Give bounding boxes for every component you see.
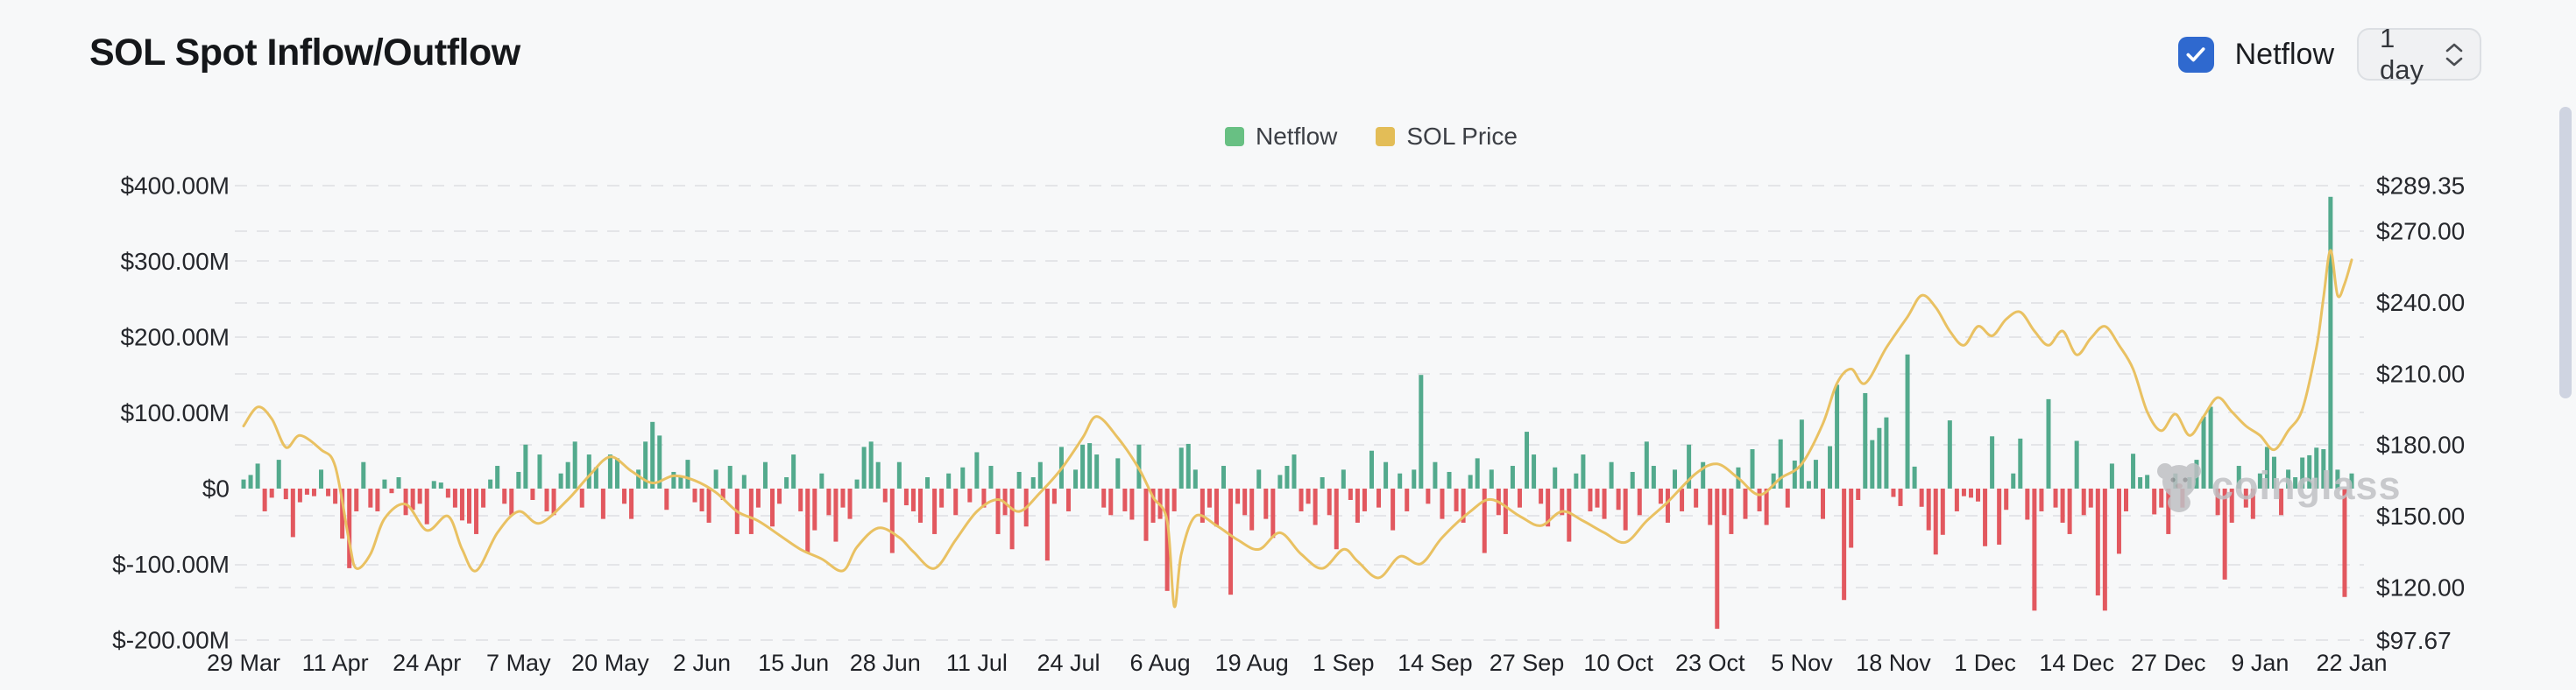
svg-text:27 Sep: 27 Sep bbox=[1490, 650, 1565, 676]
netflow-swatch-icon bbox=[1225, 127, 1244, 146]
netflow-toggle[interactable]: Netflow bbox=[2177, 36, 2334, 73]
interval-select[interactable]: 1 day bbox=[2357, 23, 2481, 85]
svg-text:23 Oct: 23 Oct bbox=[1675, 650, 1745, 676]
page-title: SOL Spot Inflow/Outflow bbox=[89, 32, 520, 74]
svg-text:22 Jan: 22 Jan bbox=[2316, 650, 2387, 676]
checkmark-icon bbox=[2186, 47, 2205, 62]
svg-text:$180.00: $180.00 bbox=[2376, 432, 2465, 459]
svg-text:9 Jan: 9 Jan bbox=[2231, 650, 2289, 676]
svg-text:$400.00M: $400.00M bbox=[120, 172, 230, 199]
gridlines bbox=[235, 185, 2364, 641]
svg-text:$97.67: $97.67 bbox=[2376, 627, 2452, 654]
svg-text:29 Mar: 29 Mar bbox=[207, 650, 280, 676]
chevron-updown-icon bbox=[2445, 42, 2464, 67]
svg-text:14 Sep: 14 Sep bbox=[1398, 650, 1473, 676]
right-axis-labels: $289.35 $270.00 $240.00 $210.00 $180.00 $150.… bbox=[2376, 172, 2465, 654]
svg-text:$100.00M: $100.00M bbox=[120, 399, 230, 426]
vertical-scrollbar[interactable] bbox=[2559, 107, 2572, 398]
svg-text:19 Aug: 19 Aug bbox=[1215, 650, 1289, 676]
header-controls: Netflow 1 day bbox=[2177, 23, 2481, 85]
left-axis-labels: $400.00M $300.00M $200.00M $100.00M $0 $-100.… bbox=[112, 172, 230, 653]
netflow-checkbox[interactable] bbox=[2177, 36, 2214, 73]
svg-text:$240.00: $240.00 bbox=[2376, 289, 2465, 316]
svg-text:6 Aug: 6 Aug bbox=[1130, 650, 1191, 676]
svg-text:27 Dec: 27 Dec bbox=[2131, 650, 2206, 676]
svg-text:$210.00: $210.00 bbox=[2376, 360, 2465, 387]
svg-text:11 Apr: 11 Apr bbox=[302, 650, 369, 676]
interval-select-value: 1 day bbox=[2380, 23, 2424, 85]
svg-text:$-100.00M: $-100.00M bbox=[112, 551, 230, 578]
legend-label-netflow: Netflow bbox=[1256, 123, 1338, 150]
x-axis-labels: 29 Mar 11 Apr 24 Apr 7 May 20 May 2 Jun 15 Jun… bbox=[207, 650, 2388, 676]
svg-text:15 Jun: 15 Jun bbox=[758, 650, 829, 676]
svg-text:7 May: 7 May bbox=[486, 650, 551, 676]
svg-text:1 Sep: 1 Sep bbox=[1313, 650, 1375, 676]
svg-text:$-200.00M: $-200.00M bbox=[112, 627, 230, 654]
netflow-checkbox-label: Netflow bbox=[2234, 37, 2334, 71]
legend-label-sol-price: SOL Price bbox=[1406, 123, 1518, 150]
svg-text:$289.35: $289.35 bbox=[2376, 172, 2465, 199]
sol-price-line bbox=[242, 249, 2353, 609]
svg-text:14 Dec: 14 Dec bbox=[2039, 650, 2114, 676]
svg-text:1 Dec: 1 Dec bbox=[1954, 650, 2016, 676]
legend-item-sol-price[interactable]: SOL Price bbox=[1376, 123, 1518, 151]
legend-item-netflow[interactable]: Netflow bbox=[1225, 123, 1337, 151]
svg-text:$120.00: $120.00 bbox=[2376, 574, 2465, 601]
sol-price-swatch-icon bbox=[1376, 127, 1396, 146]
svg-text:$0: $0 bbox=[202, 475, 230, 503]
svg-text:28 Jun: 28 Jun bbox=[850, 650, 921, 676]
svg-text:11 Jul: 11 Jul bbox=[946, 650, 1008, 676]
svg-text:24 Jul: 24 Jul bbox=[1037, 650, 1100, 676]
svg-text:$150.00: $150.00 bbox=[2376, 503, 2465, 530]
svg-text:20 May: 20 May bbox=[571, 650, 649, 676]
svg-text:5 Nov: 5 Nov bbox=[1771, 650, 1833, 676]
svg-text:$300.00M: $300.00M bbox=[120, 248, 230, 275]
svg-text:24 Apr: 24 Apr bbox=[393, 650, 461, 676]
svg-text:2 Jun: 2 Jun bbox=[673, 650, 731, 676]
chart-legend: Netflow SOL Price bbox=[1225, 123, 1518, 151]
svg-text:18 Nov: 18 Nov bbox=[1856, 650, 1931, 676]
svg-text:$270.00: $270.00 bbox=[2376, 218, 2465, 245]
svg-text:$200.00M: $200.00M bbox=[120, 323, 230, 350]
svg-text:10 Oct: 10 Oct bbox=[1583, 650, 1653, 676]
